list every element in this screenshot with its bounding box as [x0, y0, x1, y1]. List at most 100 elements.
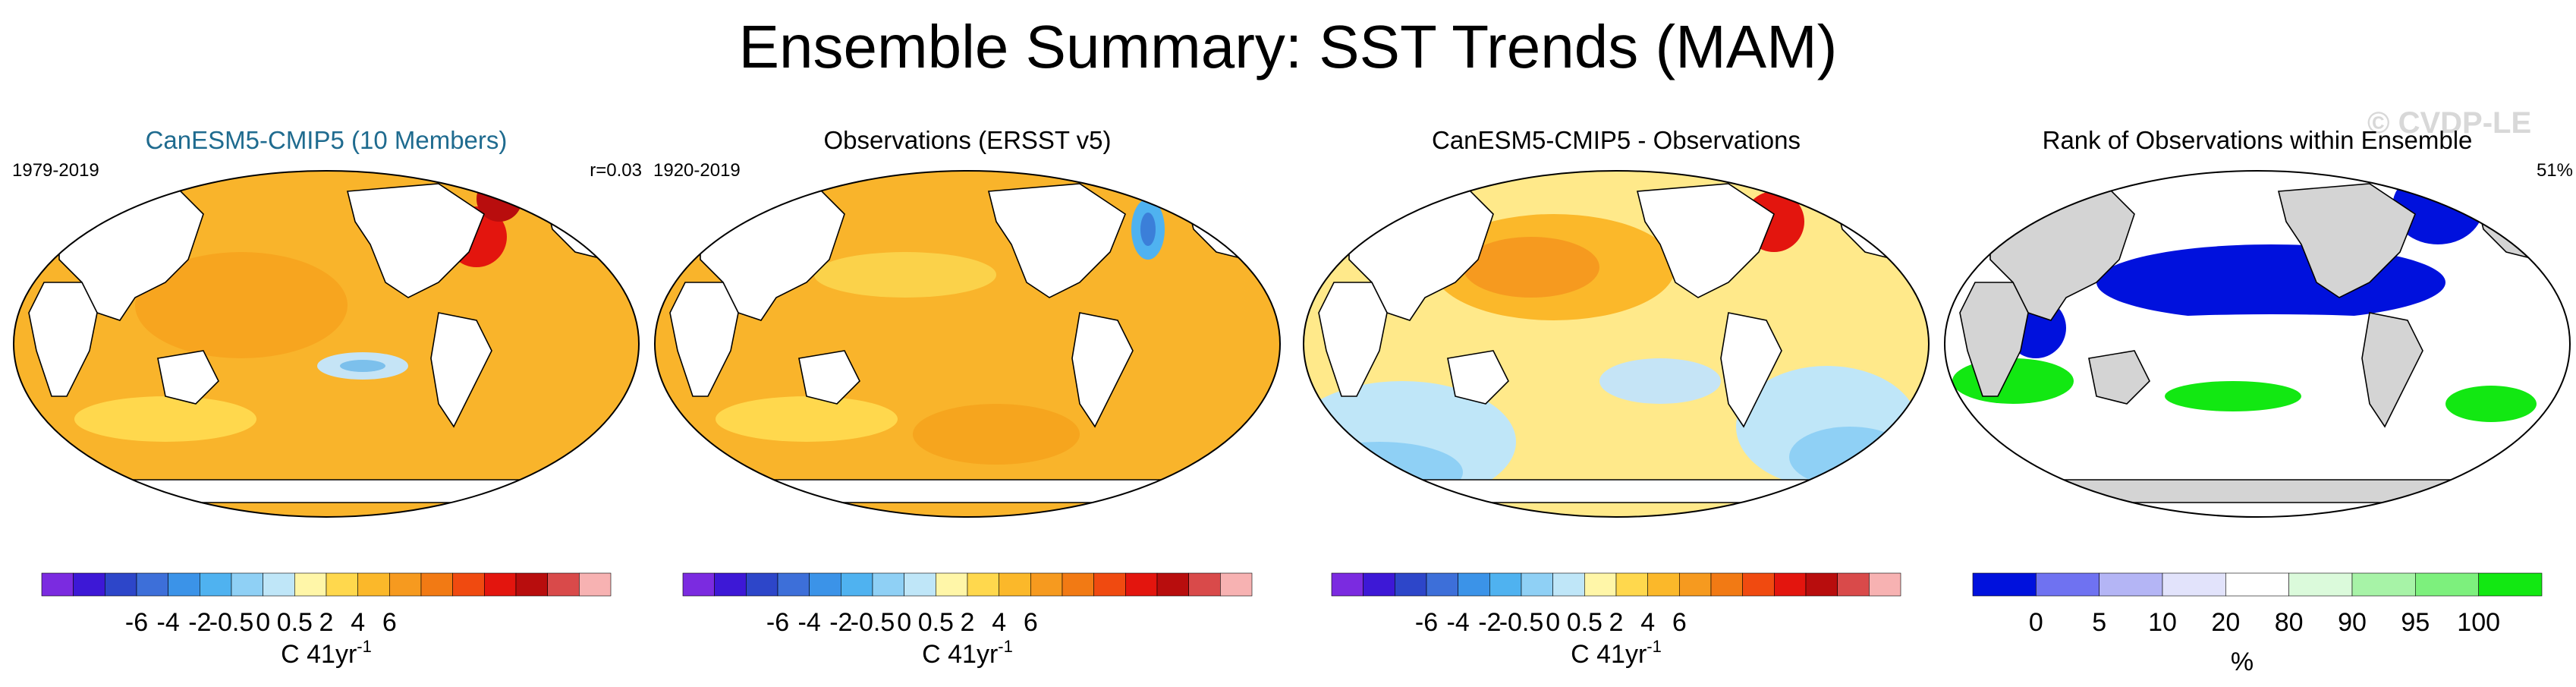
colorbar-box — [1062, 572, 1094, 597]
field-patch — [74, 396, 256, 442]
panel-title: Rank of Observations within Ensemble — [2043, 126, 2473, 154]
colorbar-box — [1552, 572, 1585, 597]
colorbar-box — [1837, 572, 1870, 597]
field-patch — [1463, 237, 1599, 298]
colorbar-unit: C 41yr-1 — [922, 637, 1013, 669]
colorbar-tick-label: -6 — [125, 608, 148, 637]
colorbar-box — [136, 572, 168, 597]
land-mass — [1636, 183, 1775, 298]
colorbar-box — [484, 572, 517, 597]
colorbar-box — [1030, 572, 1063, 597]
colorbar-box — [294, 572, 327, 597]
colorbar-tick-label: 2 — [319, 608, 334, 637]
colorbar-tick-label: 0.5 — [918, 608, 954, 637]
colorbar-box — [967, 572, 999, 597]
colorbar-tick-label: 0 — [2029, 608, 2043, 637]
colorbar-tick-label: -2 — [188, 608, 211, 637]
colorbar-box — [1458, 572, 1490, 597]
colorbar-tick-label: -0.5 — [851, 608, 895, 637]
colorbar-box — [1584, 572, 1617, 597]
panel-title: Observations (ERSST v5) — [823, 126, 1111, 154]
colorbar-box — [1805, 572, 1838, 597]
land-mass — [1318, 282, 1388, 397]
colorbar-box — [168, 572, 200, 597]
colorbar-box — [2415, 572, 2479, 597]
colorbar-tick-label: 0 — [256, 608, 270, 637]
colorbar-box — [389, 572, 422, 597]
colorbar-tick-label: 95 — [2401, 608, 2430, 637]
colorbar-box — [809, 572, 841, 597]
map-field — [1945, 171, 2570, 517]
land-mass — [346, 183, 485, 298]
colorbar-box — [2099, 572, 2163, 597]
colorbar-box — [2225, 572, 2289, 597]
colorbar-box — [1395, 572, 1427, 597]
colorbar-tick-label: -0.5 — [209, 608, 254, 637]
colorbar-tick-label: -6 — [1415, 608, 1438, 637]
field-patch — [1789, 427, 1911, 487]
colorbar-tick-label: 6 — [382, 608, 397, 637]
colorbar-box — [714, 572, 747, 597]
colorbar-box — [1426, 572, 1458, 597]
colorbar-box — [1742, 572, 1775, 597]
colorbar-tick-label: 20 — [2211, 608, 2240, 637]
colorbar-tick-label: 4 — [992, 608, 1006, 637]
colorbar-box — [872, 572, 904, 597]
field-patch — [1599, 358, 1721, 404]
colorbar-tick-label: 0 — [1546, 608, 1560, 637]
colorbar-tick-label: 0.5 — [277, 608, 313, 637]
colorbar-box — [2162, 572, 2226, 597]
colorbar-box — [231, 572, 263, 597]
colorbar-tick-label: -4 — [1447, 608, 1470, 637]
land-mass — [430, 312, 492, 428]
colorbar-unit: % — [2231, 648, 2254, 676]
panel-title: CanESM5-CMIP5 (10 Members) — [146, 126, 508, 154]
colorbar-box — [2478, 572, 2543, 597]
panel-period-label: 1979-2019 — [12, 160, 99, 181]
colorbar-box — [420, 572, 453, 597]
colorbar-box — [357, 572, 390, 597]
land-mass — [1071, 312, 1134, 428]
panel-stat-label: 51% — [2537, 160, 2573, 181]
field-patch — [913, 404, 1080, 465]
panel-1: CanESM5-CMIP5 (10 Members) 1979-2019 r=0.0… — [12, 126, 642, 669]
colorbar-tick-label: 100 — [2457, 608, 2500, 637]
colorbar-box — [41, 572, 74, 597]
colorbar-unit: C 41yr-1 — [281, 637, 372, 669]
colorbar-tick-label: -4 — [798, 608, 821, 637]
panel-title: CanESM5-CMIP5 - Observations — [1432, 126, 1801, 154]
colorbar-tick-label: -2 — [1478, 608, 1501, 637]
map-field — [1304, 171, 1929, 517]
colorbar-box — [936, 572, 968, 597]
colorbar-tick-label: 5 — [2092, 608, 2106, 637]
colorbar-tick-label: 80 — [2275, 608, 2304, 637]
field-patch — [1304, 442, 1463, 503]
colorbar-box — [1489, 572, 1522, 597]
map-outline — [13, 170, 640, 518]
map-outline — [1303, 170, 1930, 518]
colorbar-box — [105, 572, 137, 597]
colorbar-box — [2036, 572, 2099, 597]
map-field — [655, 171, 1280, 517]
land-mass — [669, 282, 739, 397]
colorbar-box — [682, 572, 715, 597]
colorbar-tick-label: 4 — [1640, 608, 1655, 637]
land-mass — [2361, 312, 2423, 428]
colorbar-box — [515, 572, 548, 597]
colorbar-box — [1188, 572, 1221, 597]
map-outline — [654, 170, 1281, 518]
land-mass — [798, 350, 860, 405]
colorbar-box — [1156, 572, 1189, 597]
panel-4: Rank of Observations within Ensemble 51% 0… — [1944, 126, 2573, 676]
colorbar-tick-label: 90 — [2338, 608, 2367, 637]
colorbar-tick-label: 2 — [1609, 608, 1624, 637]
field-patch — [2445, 386, 2537, 422]
colorbar-box — [200, 572, 232, 597]
colorbar-unit: C 41yr-1 — [1571, 637, 1662, 669]
panel-2: Observations (ERSST v5) 1920-2019 -6 -4 -2-0… — [653, 126, 1281, 669]
panel-3: CanESM5-CMIP5 - Observations -6 -4 -2-0.5 0 0… — [1303, 126, 1930, 669]
colorbar-tick-label: 2 — [961, 608, 975, 637]
field-patch — [2165, 381, 2301, 411]
colorbar-box — [999, 572, 1031, 597]
